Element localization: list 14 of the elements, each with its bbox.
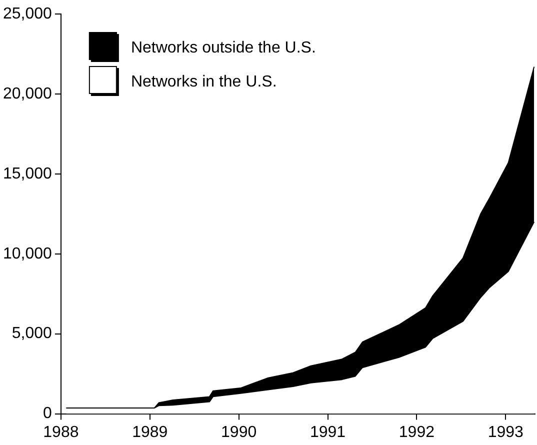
y-tick-label: 25,000: [3, 5, 52, 22]
x-tick-label: 1990: [221, 424, 257, 441]
x-tick-label: 1993: [488, 424, 524, 441]
y-tick-label: 10,000: [3, 245, 52, 262]
x-tick-label: 1992: [398, 424, 435, 441]
y-tick-label: 20,000: [3, 85, 52, 102]
legend-label: Networks in the U.S.: [130, 73, 277, 90]
legend-label: Networks outside the U.S.: [130, 39, 316, 56]
y-tick-label: 5,000: [12, 325, 52, 342]
x-tick-label: 1988: [43, 424, 79, 441]
x-tick-label: 1991: [310, 424, 346, 441]
y-tick-label: 0: [43, 405, 52, 422]
x-tick-label: 1989: [132, 424, 168, 441]
y-tick-label: 15,000: [3, 165, 52, 182]
